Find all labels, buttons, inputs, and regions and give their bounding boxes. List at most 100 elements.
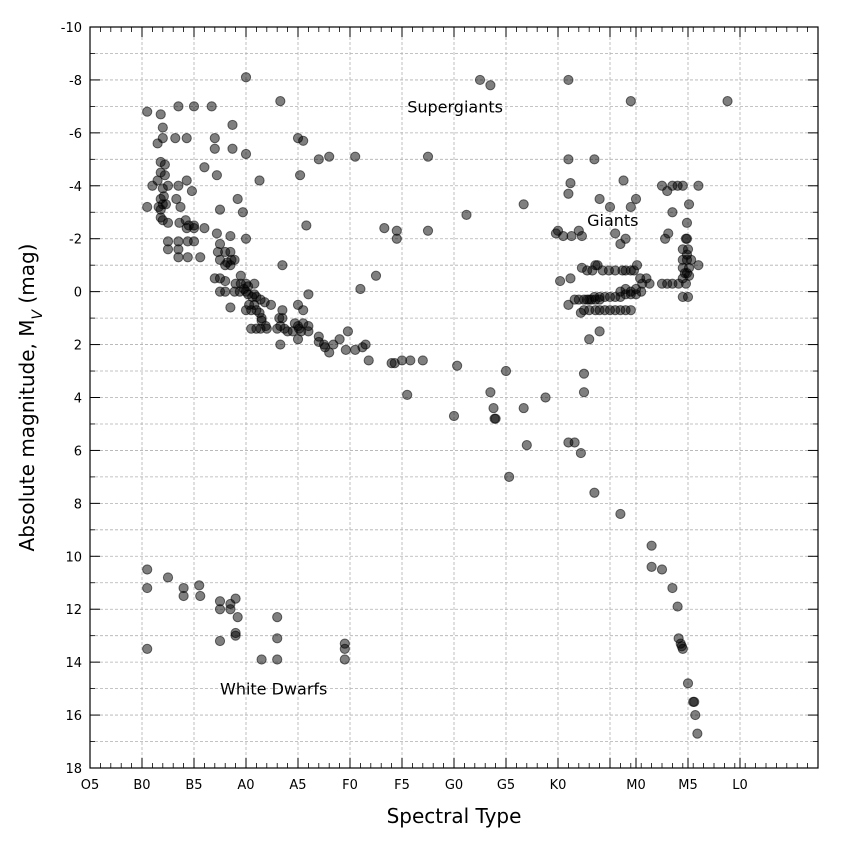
x-tick-label: G5 <box>497 778 515 793</box>
data-point <box>194 580 205 591</box>
data-point <box>474 74 486 86</box>
data-point <box>693 180 704 191</box>
annotations: Supergiants Giants White Dwarfs <box>220 97 639 698</box>
data-point <box>681 254 693 265</box>
data-point <box>575 447 586 459</box>
x-tick-label: O5 <box>81 778 100 793</box>
data-point <box>615 508 626 520</box>
data-point <box>646 540 657 551</box>
data-point <box>334 334 345 345</box>
x-tick-label: A5 <box>289 778 306 793</box>
grid <box>89 26 818 769</box>
data-point <box>656 564 668 575</box>
data-point <box>342 326 354 337</box>
data-point <box>275 96 286 107</box>
data-point <box>628 265 640 276</box>
data-point <box>313 154 324 165</box>
data-point <box>680 278 692 289</box>
data-point <box>181 175 192 186</box>
data-point <box>677 180 688 191</box>
data-point <box>162 217 174 228</box>
data-point <box>206 101 217 112</box>
data-point <box>485 387 496 398</box>
data-point <box>175 201 186 213</box>
data-point <box>324 151 335 162</box>
data-point <box>265 299 277 310</box>
data-point <box>681 217 693 228</box>
data-point <box>230 593 241 604</box>
x-tick-label: B0 <box>133 778 150 793</box>
x-tick-label: F5 <box>394 778 410 793</box>
data-point <box>225 302 236 313</box>
x-axis-title: Spectral Type <box>387 804 522 828</box>
x-tick-label: B5 <box>185 778 202 793</box>
data-point <box>589 154 600 165</box>
data-point <box>230 630 241 641</box>
data-point <box>360 339 371 350</box>
y-tick-label: 14 <box>65 656 82 671</box>
data-point <box>301 220 312 231</box>
data-point <box>690 709 701 721</box>
data-point <box>227 119 238 131</box>
data-point <box>159 170 170 181</box>
y-tick-label: 0 <box>74 286 82 301</box>
data-point <box>405 355 416 366</box>
data-point <box>625 305 636 316</box>
y-tick-label: 12 <box>65 603 82 618</box>
data-point <box>159 159 170 170</box>
data-point <box>275 339 286 350</box>
data-point <box>289 318 300 329</box>
data-point <box>274 313 285 324</box>
data-point <box>339 643 350 655</box>
data-point <box>162 572 174 583</box>
y-tick-label: 18 <box>65 762 82 777</box>
y-tick-label: 6 <box>74 444 82 459</box>
data-point <box>298 305 309 316</box>
data-point <box>277 260 288 271</box>
data-point <box>157 122 168 133</box>
data-point <box>152 138 163 149</box>
y-axis-title-unit: (mag) <box>15 244 39 310</box>
y-tick-label: 4 <box>74 392 82 407</box>
data-point <box>298 318 309 329</box>
data-point <box>272 654 283 665</box>
data-point <box>461 209 472 220</box>
data-point <box>256 315 267 326</box>
data-point <box>396 355 408 366</box>
data-point <box>693 260 704 271</box>
data-point <box>147 180 158 191</box>
data-point <box>620 233 631 244</box>
data-point <box>672 601 683 612</box>
data-point <box>173 101 184 112</box>
data-point <box>232 612 243 623</box>
annotation-label: White Dwarfs <box>220 680 327 699</box>
y-tick-label: 8 <box>74 497 82 512</box>
x-tick-label: K0 <box>550 778 567 793</box>
data-point <box>402 389 413 400</box>
data-point <box>173 252 184 263</box>
data-point <box>452 360 463 371</box>
data-point <box>500 365 512 377</box>
x-tick-label: F0 <box>342 778 358 793</box>
data-point <box>589 487 600 498</box>
data-point <box>261 323 272 334</box>
data-point <box>294 170 306 181</box>
y-axis-title-main: Absolute magnitude, M <box>15 320 39 552</box>
data-point <box>272 633 283 644</box>
data-point <box>182 252 193 263</box>
data-point <box>240 72 252 83</box>
tick-labels: O5 B0 B5 A0 A5 F0 F5 G0 G5 K0 M0 M5 L0 -10 -8 -6 -4 -2 0 2 4… <box>61 21 748 793</box>
data-point <box>667 207 678 218</box>
data-point <box>682 678 694 689</box>
data-point <box>563 188 574 199</box>
x-tick-label: M5 <box>678 778 698 793</box>
data-point <box>594 326 605 337</box>
data-point <box>199 162 210 173</box>
y-tick-label: 16 <box>65 709 82 724</box>
data-point <box>237 207 248 218</box>
data-point <box>155 109 166 120</box>
data-point <box>173 180 184 191</box>
data-point <box>646 561 657 572</box>
data-point <box>677 643 688 655</box>
data-point <box>256 654 267 665</box>
